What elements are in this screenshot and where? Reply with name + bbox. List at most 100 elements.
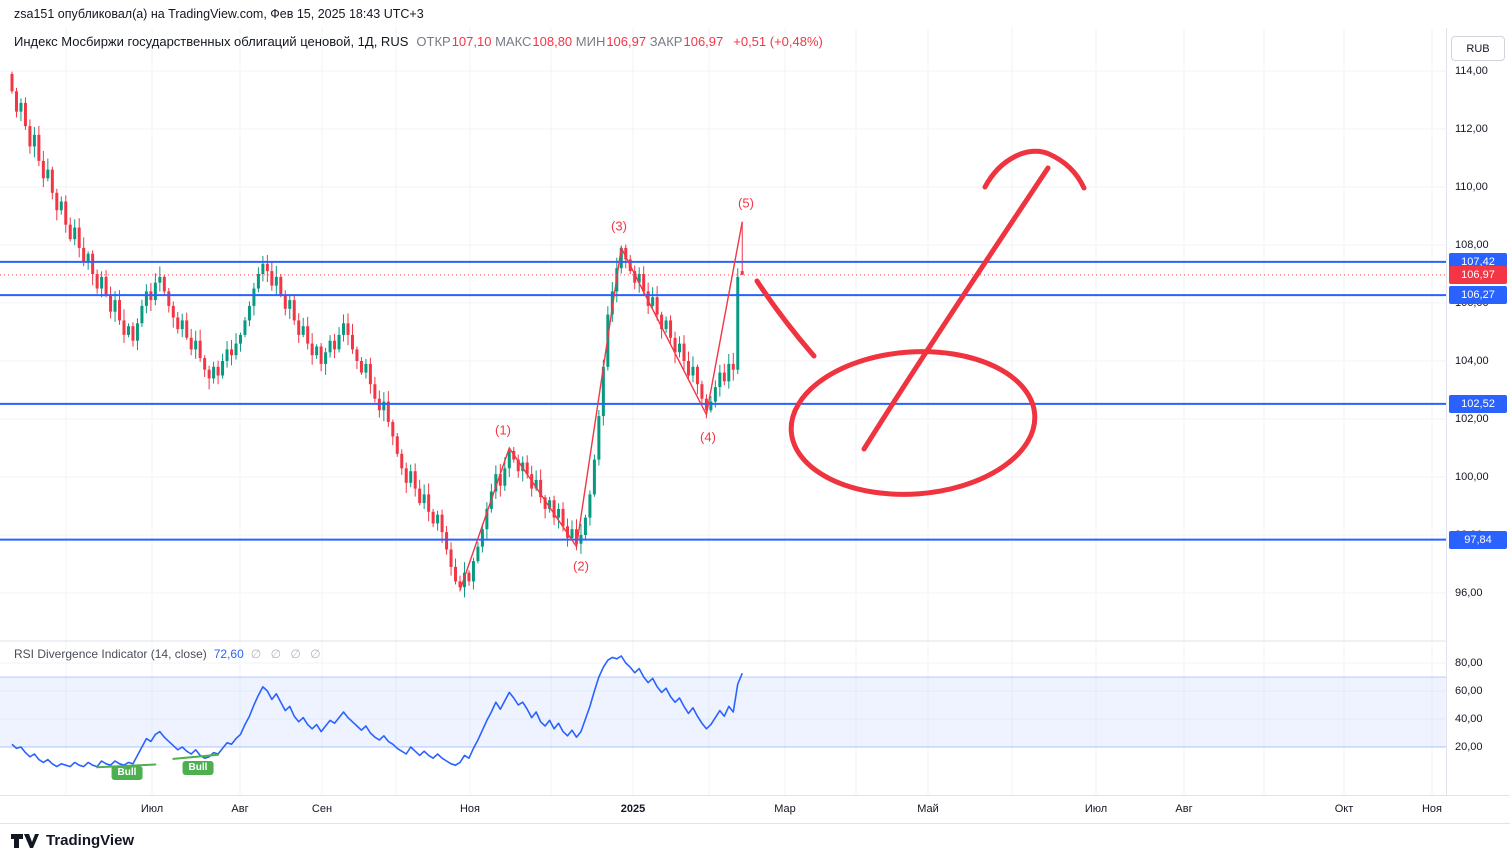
candle-body	[153, 282, 157, 301]
wave-count-label[interactable]: (1)	[495, 422, 511, 438]
candle-body	[574, 529, 578, 544]
candle-body	[678, 343, 682, 353]
candle-body	[413, 471, 417, 489]
candle-body	[225, 349, 229, 361]
candle-body	[288, 300, 292, 309]
candle-body	[404, 468, 408, 483]
candle-body	[386, 401, 390, 422]
candle-body	[557, 508, 561, 518]
candle-body	[722, 372, 726, 382]
candle-body	[337, 334, 341, 350]
tradingview-logo[interactable]	[10, 830, 40, 852]
ohlc-values: ОТКР107,10 МАКС108,80 МИН106,97 ЗАКР106,…	[416, 34, 723, 49]
candle-body	[695, 366, 699, 385]
candle-body	[131, 326, 135, 341]
candle-body	[256, 274, 260, 289]
price-level-label: 102,52	[1449, 394, 1507, 413]
candle-body	[400, 453, 404, 469]
candle-body	[686, 361, 690, 376]
candle-body	[261, 263, 265, 274]
time-axis-label[interactable]: Мар	[774, 803, 796, 815]
candle-body	[122, 320, 126, 335]
candle-body	[494, 474, 498, 492]
candle-body	[583, 517, 587, 535]
candle-body	[660, 314, 664, 330]
time-axis-label[interactable]: Июл	[140, 803, 164, 815]
time-axis-label[interactable]: Июл	[1084, 803, 1108, 815]
candle-body	[292, 300, 296, 321]
candle-body	[633, 271, 637, 283]
hand-drawn-annotation[interactable]	[982, 148, 1087, 191]
candle-body	[619, 247, 623, 269]
candle-body	[68, 224, 72, 240]
candle-body	[64, 201, 68, 225]
candle-body	[176, 317, 180, 330]
candle-body	[109, 294, 113, 312]
candle-body	[409, 471, 413, 483]
rsi-divergence-flags: ∅ ∅ ∅ ∅	[250, 647, 324, 661]
candle-body	[543, 497, 547, 509]
candle-body	[637, 274, 641, 283]
hand-drawn-annotation[interactable]	[754, 278, 817, 359]
time-axis-label[interactable]: Май	[917, 803, 939, 815]
symbol-legend[interactable]: Индекс Мосбиржи государственных облигаци…	[14, 34, 823, 49]
publish-info-text: zsa151 опубликовал(а) на TradingView.com…	[14, 7, 424, 21]
candle-body	[279, 276, 283, 295]
candle-body	[462, 572, 466, 588]
price-scale[interactable]: RUB 114,00112,00110,00108,00106,00104,00…	[1446, 28, 1510, 795]
wave-count-label[interactable]: (3)	[611, 218, 627, 234]
candle-body	[82, 247, 86, 263]
candle-body	[333, 340, 337, 350]
candle-body	[77, 227, 81, 248]
candle-body	[418, 488, 422, 504]
candle-body	[230, 349, 234, 356]
candle-body	[10, 73, 14, 92]
brand-name[interactable]: TradingView	[46, 832, 135, 849]
time-axis-label[interactable]: Окт	[1334, 803, 1354, 815]
time-axis-label[interactable]: Сен	[311, 803, 333, 815]
change-value: +0,51 (+0,48%)	[733, 34, 823, 49]
time-axis-label[interactable]: Авг	[231, 803, 249, 815]
candle-body	[727, 363, 731, 382]
candle-body	[203, 358, 207, 370]
candle-body	[113, 300, 117, 312]
candle-body	[467, 572, 471, 582]
candle-body	[247, 305, 251, 321]
candle-body	[135, 323, 139, 341]
candle-body	[126, 326, 130, 335]
candle-body	[221, 361, 225, 376]
elliott-wave-line[interactable]	[459, 221, 743, 591]
candle-body	[212, 366, 216, 379]
candle-body	[342, 323, 346, 335]
price-level-label: 97,84	[1449, 530, 1507, 549]
candle-body	[655, 297, 659, 315]
time-axis-label[interactable]: Авг	[1175, 803, 1193, 815]
candle-body	[297, 320, 301, 335]
currency-toggle-button[interactable]: RUB	[1451, 36, 1505, 61]
rsi-indicator-legend[interactable]: RSI Divergence Indicator (14, close) 72,…	[14, 647, 324, 661]
candle-body	[588, 494, 592, 518]
time-scale[interactable]: Июл Авг Сен Ноя 2025 Мар Май Июл Авг Окт Ноя	[0, 795, 1510, 823]
candle-body	[162, 276, 166, 292]
wave-count-label[interactable]: (4)	[700, 429, 716, 445]
brand-footer: TradingView	[0, 823, 1510, 857]
hand-drawn-annotation[interactable]	[861, 165, 1051, 452]
time-axis-label[interactable]: Ноя	[459, 803, 481, 815]
candle-body	[440, 514, 444, 533]
time-axis-label[interactable]: Ноя	[1421, 803, 1443, 815]
candle-body	[46, 169, 50, 179]
symbol-title[interactable]: Индекс Мосбиржи государственных облигаци…	[14, 34, 409, 49]
hand-drawn-ellipse[interactable]	[786, 344, 1039, 503]
candle-body	[561, 508, 565, 527]
rsi-title[interactable]: RSI Divergence Indicator (14, close)	[14, 647, 207, 661]
candle-body	[642, 274, 646, 292]
candle-body	[566, 526, 570, 538]
chart-canvas[interactable]	[0, 28, 1446, 795]
candle-body	[95, 274, 99, 289]
wave-count-label[interactable]: (2)	[573, 558, 589, 574]
candle-body	[624, 247, 628, 260]
price-scale-tick: 96,00	[1455, 587, 1483, 599]
time-axis-label[interactable]: 2025	[620, 803, 646, 815]
wave-count-label[interactable]: (5)	[738, 195, 754, 211]
candle-body	[471, 561, 475, 582]
